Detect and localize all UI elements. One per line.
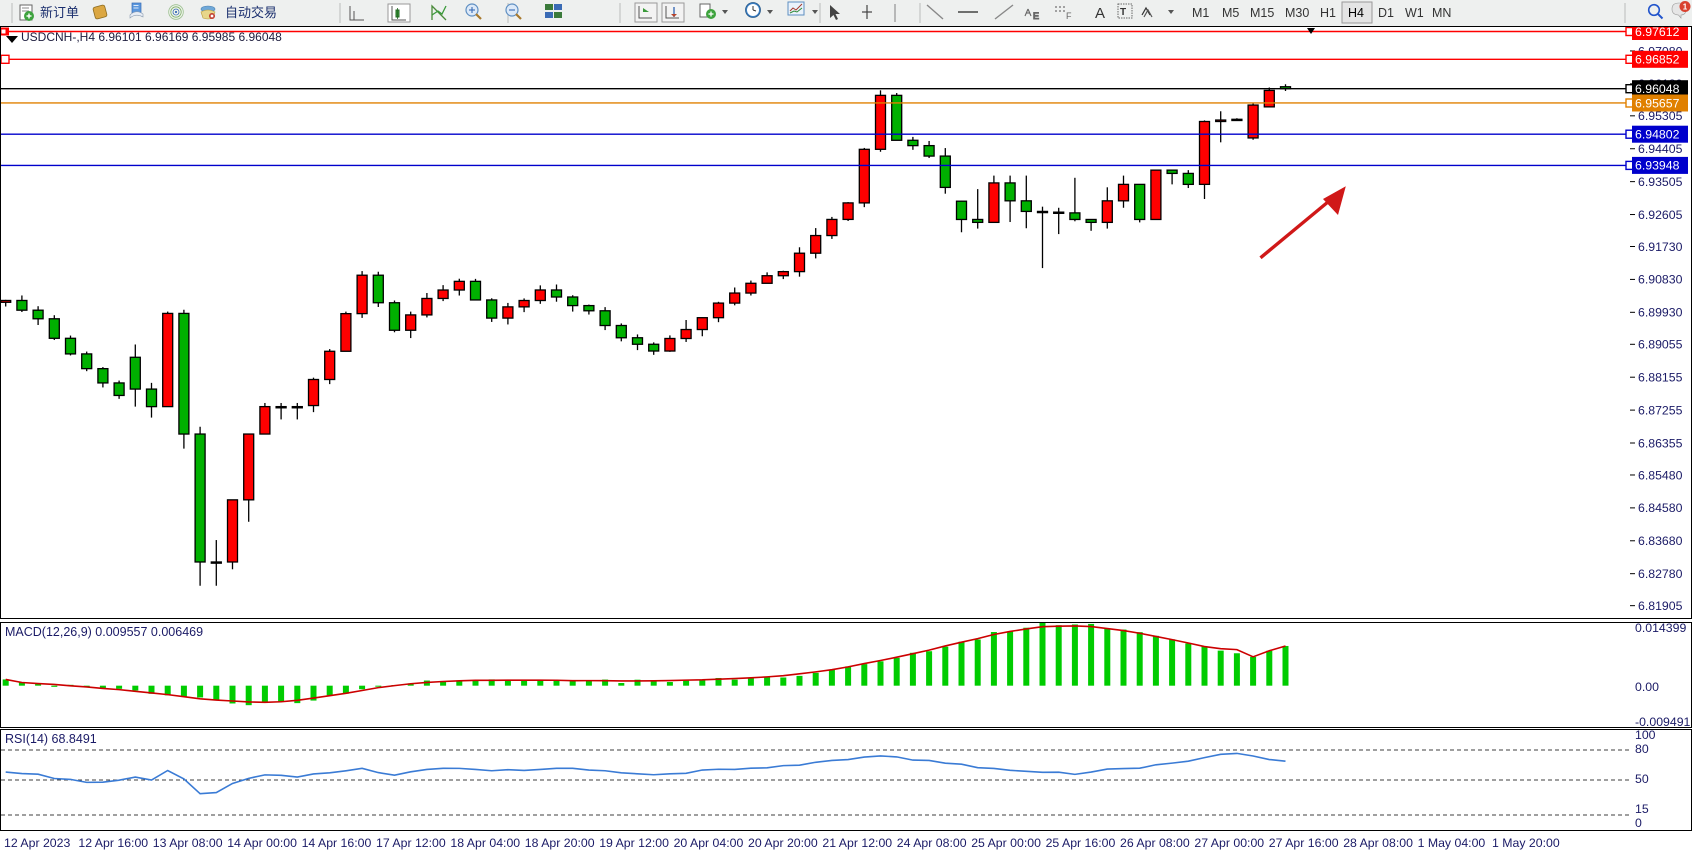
svg-text:6.90830: 6.90830 — [1638, 273, 1683, 287]
svg-text:1 May 04:00: 1 May 04:00 — [1418, 836, 1486, 850]
svg-text:27 Apr 00:00: 27 Apr 00:00 — [1194, 836, 1264, 850]
svg-text:W1: W1 — [1405, 6, 1424, 20]
svg-text:6.93948: 6.93948 — [1635, 159, 1680, 173]
svg-text:H1: H1 — [1320, 6, 1336, 20]
svg-text:6.96048: 6.96048 — [1635, 82, 1680, 96]
svg-text:6.93505: 6.93505 — [1638, 175, 1683, 189]
svg-text:6.92605: 6.92605 — [1638, 208, 1683, 222]
svg-text:RSI(14) 68.8491: RSI(14) 68.8491 — [5, 732, 97, 746]
svg-text:27 Apr 16:00: 27 Apr 16:00 — [1269, 836, 1339, 850]
svg-text:6.89930: 6.89930 — [1638, 306, 1683, 320]
svg-text:M30: M30 — [1285, 6, 1309, 20]
svg-text:USDCNH-,H4 6.96101 6.96169 6.: USDCNH-,H4 6.96101 6.96169 6.95985 6.960… — [21, 30, 282, 44]
svg-text:20 Apr 20:00: 20 Apr 20:00 — [748, 836, 818, 850]
svg-text:100: 100 — [1635, 730, 1656, 742]
svg-text:MN: MN — [1432, 6, 1451, 20]
svg-text:D1: D1 — [1378, 6, 1394, 20]
svg-text:18 Apr 04:00: 18 Apr 04:00 — [450, 836, 520, 850]
svg-text:25 Apr 00:00: 25 Apr 00:00 — [971, 836, 1041, 850]
svg-text:E: E — [1033, 11, 1039, 21]
svg-text:A: A — [1095, 5, 1105, 22]
svg-text:13 Apr 08:00: 13 Apr 08:00 — [153, 836, 223, 850]
svg-text:0: 0 — [1635, 816, 1642, 830]
svg-text:25 Apr 16:00: 25 Apr 16:00 — [1046, 836, 1116, 850]
svg-text:0.00: 0.00 — [1635, 680, 1659, 694]
svg-text:6.97612: 6.97612 — [1635, 27, 1680, 39]
svg-text:6.95657: 6.95657 — [1635, 96, 1680, 110]
svg-text:6.94802: 6.94802 — [1635, 128, 1680, 142]
svg-text:6.81905: 6.81905 — [1638, 599, 1683, 613]
svg-text:新订单: 新订单 — [40, 5, 79, 20]
svg-text:14 Apr 00:00: 14 Apr 00:00 — [227, 836, 297, 850]
svg-text:15: 15 — [1635, 802, 1649, 816]
svg-text:M15: M15 — [1250, 6, 1274, 20]
svg-text:20 Apr 04:00: 20 Apr 04:00 — [674, 836, 744, 850]
svg-text:6.91730: 6.91730 — [1638, 240, 1683, 254]
svg-text:28 Apr 08:00: 28 Apr 08:00 — [1343, 836, 1413, 850]
svg-text:H4: H4 — [1348, 6, 1364, 20]
svg-text:自动交易: 自动交易 — [225, 5, 277, 20]
svg-text:80: 80 — [1635, 742, 1649, 756]
svg-text:6.89055: 6.89055 — [1638, 338, 1683, 352]
svg-text:19 Apr 12:00: 19 Apr 12:00 — [599, 836, 669, 850]
svg-text:-0.009491: -0.009491 — [1635, 715, 1691, 728]
svg-text:6.94405: 6.94405 — [1638, 142, 1683, 156]
svg-text:0.014399: 0.014399 — [1635, 623, 1686, 635]
svg-text:6.83680: 6.83680 — [1638, 534, 1683, 548]
svg-text:6.84580: 6.84580 — [1638, 501, 1683, 515]
svg-text:50: 50 — [1635, 772, 1649, 786]
svg-text:T: T — [1120, 7, 1126, 18]
svg-text:6.82780: 6.82780 — [1638, 567, 1683, 581]
svg-text:12 Apr 16:00: 12 Apr 16:00 — [78, 836, 148, 850]
svg-text:M1: M1 — [1192, 6, 1209, 20]
svg-text:6.88155: 6.88155 — [1638, 371, 1683, 385]
svg-text:1: 1 — [1683, 2, 1688, 11]
svg-text:F: F — [1066, 11, 1072, 21]
svg-text:M5: M5 — [1222, 6, 1239, 20]
svg-text:26 Apr 08:00: 26 Apr 08:00 — [1120, 836, 1190, 850]
svg-text:6.85480: 6.85480 — [1638, 468, 1683, 482]
svg-text:6.87255: 6.87255 — [1638, 403, 1683, 417]
svg-text:18 Apr 20:00: 18 Apr 20:00 — [525, 836, 595, 850]
svg-text:21 Apr 12:00: 21 Apr 12:00 — [822, 836, 892, 850]
svg-text:14 Apr 16:00: 14 Apr 16:00 — [302, 836, 372, 850]
svg-text:6.96852: 6.96852 — [1635, 53, 1680, 67]
svg-text:1 May 20:00: 1 May 20:00 — [1492, 836, 1560, 850]
svg-text:12 Apr 2023: 12 Apr 2023 — [4, 836, 70, 850]
svg-text:6.86355: 6.86355 — [1638, 436, 1683, 450]
svg-text:17 Apr 12:00: 17 Apr 12:00 — [376, 836, 446, 850]
svg-text:24 Apr 08:00: 24 Apr 08:00 — [897, 836, 967, 850]
svg-text:MACD(12,26,9) 0.009557 0.00646: MACD(12,26,9) 0.009557 0.006469 — [5, 625, 203, 639]
